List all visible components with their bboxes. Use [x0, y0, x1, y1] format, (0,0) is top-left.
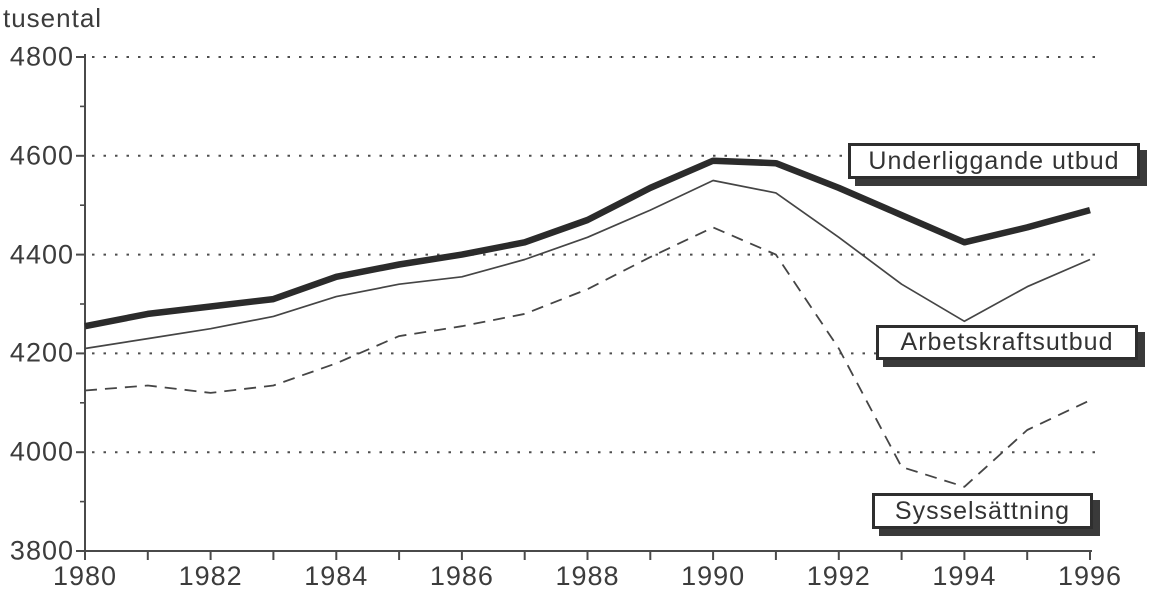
legend-box-arbetskraftsutbud: Arbetskraftsutbud	[876, 325, 1138, 360]
x-tick-label-1994: 1994	[932, 561, 997, 591]
x-tick-label-1988: 1988	[555, 561, 620, 591]
x-tick-label-1982: 1982	[178, 561, 243, 591]
y-tick-label-4000: 4000	[9, 436, 74, 467]
x-tick-label-1996: 1996	[1057, 561, 1123, 591]
y-tick-label-4400: 4400	[9, 239, 74, 270]
legend-box-sysselsattning: Sysselsättning	[872, 493, 1093, 529]
y-axis-title: tusental	[3, 3, 103, 33]
x-tick-label-1990: 1990	[681, 561, 746, 591]
legend-label-sysselsattning: Sysselsättning	[894, 496, 1071, 525]
y-tick-label-3800: 3800	[9, 535, 74, 566]
legend-box-underliggande-utbud: Underliggande utbud	[848, 143, 1140, 179]
x-tick-label-1992: 1992	[806, 561, 871, 591]
legend-label-underliggande-utbud: Underliggande utbud	[868, 146, 1120, 175]
series-line-arbetskraftsutbud	[84, 179, 1091, 350]
series-line-underliggande-utbud	[84, 157, 1091, 330]
x-tick-label-1986: 1986	[429, 561, 494, 591]
x-tick-label-1980: 1980	[52, 561, 118, 591]
y-tick-label-4600: 4600	[9, 140, 74, 171]
legend-label-arbetskraftsutbud: Arbetskraftsutbud	[900, 328, 1114, 356]
series-line-sysselsattning	[84, 226, 1091, 488]
y-tick-label-4800: 4800	[9, 41, 74, 72]
x-tick-label-1984: 1984	[304, 561, 369, 591]
y-tick-label-4200: 4200	[9, 337, 74, 368]
